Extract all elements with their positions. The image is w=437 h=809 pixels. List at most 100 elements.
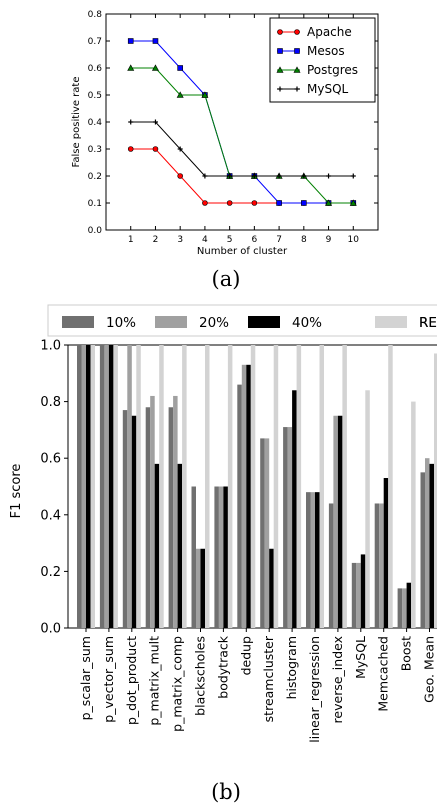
- legend-label-apache: Apache: [307, 25, 352, 39]
- y-tick-label-a: 0.7: [88, 37, 102, 47]
- bar-re: [365, 390, 370, 628]
- x-tick-label-b: p_matrix_mult: [147, 636, 162, 726]
- bar-40pct: [337, 415, 343, 628]
- bar-re: [434, 353, 437, 628]
- bar-re: [182, 345, 187, 628]
- bar-40pct: [200, 548, 205, 628]
- bar-10pct: [122, 410, 128, 628]
- bar-10pct: [374, 503, 380, 628]
- data-point-mysql: [177, 146, 183, 152]
- bar-40pct: [269, 548, 274, 628]
- bar-20pct: [241, 364, 247, 628]
- bar-10pct: [260, 438, 265, 628]
- y-axis-label-a: False positive rate: [71, 77, 82, 168]
- x-tick-label-a: 2: [153, 235, 159, 245]
- bar-10pct: [283, 427, 288, 628]
- bar-20pct: [287, 427, 293, 628]
- bar-40pct: [315, 492, 320, 628]
- bar-40pct: [383, 478, 389, 628]
- y-tick-label-a: 0.2: [88, 172, 102, 182]
- data-point-postgres: [151, 64, 159, 71]
- bar-20pct: [218, 486, 224, 628]
- x-tick-label-b: dedup: [238, 636, 253, 675]
- bar-re: [113, 345, 118, 628]
- bar-40pct: [108, 345, 114, 628]
- legend-label-mesos: Mesos: [307, 44, 345, 58]
- bar-20pct: [127, 345, 132, 628]
- legend-label-re: RE: [419, 315, 437, 331]
- bar-10pct: [168, 407, 174, 628]
- y-axis-label-b: F1 score: [9, 464, 24, 519]
- bar-40pct: [360, 554, 366, 628]
- bar-re: [205, 345, 210, 628]
- bar-10pct: [237, 384, 242, 628]
- caption-b: (b): [211, 780, 241, 804]
- data-point-mesos: [127, 38, 134, 44]
- legend-marker-mysql: [277, 86, 283, 92]
- x-tick-label-a: 5: [227, 235, 233, 245]
- bar-10pct: [191, 486, 196, 628]
- x-tick-label-a: 9: [326, 235, 332, 245]
- data-point-postgres: [127, 64, 135, 71]
- bar-20pct: [81, 345, 86, 628]
- bar-10pct: [420, 472, 425, 628]
- data-point-mysql: [227, 173, 233, 179]
- bar-20pct: [173, 395, 178, 628]
- bar-20pct: [196, 548, 201, 628]
- data-point-mysql: [128, 119, 134, 125]
- legend-label-40pct: 40%: [292, 315, 322, 331]
- data-point-mesos: [152, 38, 159, 44]
- x-tick-label-b: p_matrix_comp: [170, 636, 185, 732]
- data-point-apache: [152, 146, 159, 152]
- y-tick-label-a: 0.5: [88, 91, 102, 101]
- data-point-mesos: [177, 65, 183, 71]
- data-point-mysql: [326, 173, 332, 179]
- x-tick-label-b: reverse_index: [330, 636, 345, 723]
- y-tick-label-b: 1.0: [40, 339, 61, 354]
- bar-10pct: [214, 486, 219, 628]
- x-tick-label-b: bodytrack: [215, 635, 230, 698]
- data-point-mysql: [251, 173, 257, 179]
- legend-marker-mesos: [294, 48, 300, 54]
- y-tick-label-b: 0.8: [40, 395, 61, 410]
- bar-10pct: [145, 407, 151, 628]
- legend-marker-postgres: [276, 66, 284, 73]
- y-tick-label-b: 0.6: [40, 452, 61, 467]
- y-tick-label-a: 0.8: [88, 10, 103, 20]
- y-tick-label-b: 0.0: [40, 622, 61, 637]
- y-tick-label-a: 0.0: [88, 226, 103, 236]
- legend-marker-mysql: [294, 86, 300, 92]
- bar-40pct: [406, 582, 412, 628]
- bar-40pct: [429, 463, 434, 628]
- bar-10pct: [77, 345, 82, 628]
- data-point-mesos: [301, 200, 307, 206]
- bar-re: [90, 345, 95, 628]
- bar-10pct: [351, 562, 357, 628]
- bar-re: [250, 345, 256, 628]
- bar-40pct: [246, 364, 251, 628]
- caption-a: (a): [212, 267, 241, 291]
- y-tick-label-b: 0.2: [40, 565, 61, 580]
- x-tick-label-b: p_vector_sum: [101, 636, 116, 723]
- x-axis-label-a: Number of cluster: [197, 246, 288, 257]
- bar-20pct: [264, 438, 270, 628]
- data-point-mysql: [152, 119, 158, 125]
- legend-marker-postgres: [293, 66, 301, 73]
- plot-area-b: 0.0 0.2 0.4 0.6 0.8 1.0 p_scalar_sum p_vector_s…: [40, 339, 437, 743]
- legend-a: Apache Mesos Postgres MySQL: [269, 17, 376, 103]
- bar-re: [273, 345, 279, 628]
- bar-10pct: [306, 492, 311, 628]
- legend-swatch-20pct: [155, 316, 187, 328]
- x-tick-label-b: Geo. Mean: [422, 636, 437, 703]
- data-point-postgres: [349, 199, 357, 206]
- x-tick-label-a: 6: [251, 235, 257, 245]
- legend-marker-mesos: [277, 48, 283, 54]
- legend-label-postgres: Postgres: [307, 63, 358, 77]
- bar-20pct: [333, 415, 338, 628]
- y-tick-label-a: 0.4: [88, 118, 103, 128]
- legend-frame-b: [47, 304, 437, 337]
- plot-area-a: 0.0 0.1 0.2 0.3 0.4 0.5 0.6 0.7 0.8 1 2 3 4 5 6 7 8 9 10: [88, 10, 379, 245]
- bar-40pct: [177, 463, 183, 628]
